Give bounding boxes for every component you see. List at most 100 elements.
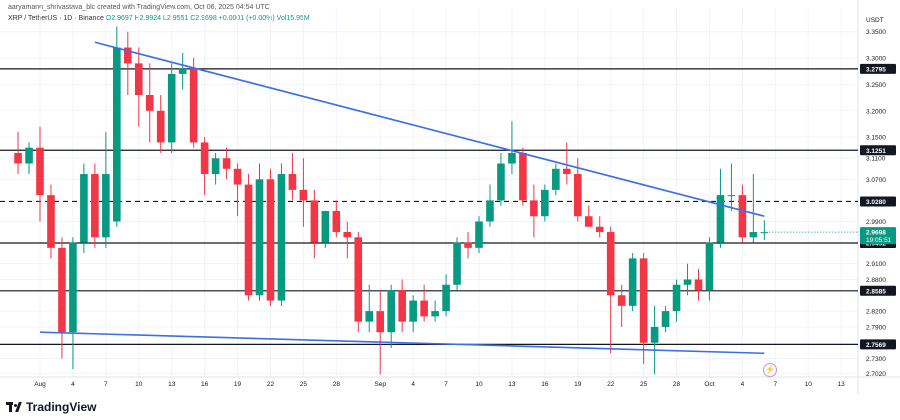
candle-body[interactable] bbox=[222, 158, 231, 169]
candle-body[interactable] bbox=[354, 237, 363, 322]
candle-body[interactable] bbox=[398, 290, 406, 322]
candle-body[interactable] bbox=[661, 311, 670, 327]
candle-body[interactable] bbox=[233, 168, 242, 185]
candle-body[interactable] bbox=[694, 279, 703, 291]
candle-body[interactable] bbox=[36, 147, 44, 196]
price-tick-label: 2.8200 bbox=[866, 309, 886, 316]
tradingview-logo: TradingView bbox=[6, 400, 96, 414]
candle-body[interactable] bbox=[113, 47, 121, 222]
candle-body[interactable] bbox=[387, 290, 395, 333]
candle-body[interactable] bbox=[464, 242, 472, 248]
logo-text: TradingView bbox=[26, 400, 97, 414]
time-tick-label: 19 bbox=[574, 381, 582, 388]
candle-body[interactable] bbox=[343, 232, 352, 238]
candle-body[interactable] bbox=[595, 226, 604, 233]
candle-body[interactable] bbox=[683, 279, 692, 285]
candle-body[interactable] bbox=[266, 179, 275, 301]
time-tick-label: 25 bbox=[640, 381, 648, 388]
candle-body[interactable] bbox=[519, 152, 527, 201]
price-tick-label: 3.1500 bbox=[866, 135, 886, 142]
price-level-badge bbox=[860, 63, 896, 74]
candle-body[interactable] bbox=[530, 200, 538, 217]
trendline[interactable] bbox=[94, 41, 765, 217]
time-tick-label: 13 bbox=[838, 381, 846, 388]
candle-body[interactable] bbox=[376, 311, 385, 333]
candle-body[interactable] bbox=[617, 295, 626, 306]
candle-body[interactable] bbox=[200, 142, 209, 175]
candle-body[interactable] bbox=[584, 216, 593, 227]
candle-body[interactable] bbox=[178, 68, 187, 74]
candle-body[interactable] bbox=[541, 189, 549, 217]
candle-body[interactable] bbox=[442, 284, 450, 312]
time-tick-label: 10 bbox=[805, 381, 813, 388]
price-level-badge bbox=[860, 285, 896, 296]
flash-icon[interactable]: ⚡ bbox=[763, 363, 777, 377]
candle-body[interactable] bbox=[738, 195, 747, 238]
time-tick-label: 10 bbox=[135, 381, 143, 388]
time-tick-label: 13 bbox=[508, 381, 516, 388]
candle-body[interactable] bbox=[310, 200, 319, 243]
price-level-badge bbox=[860, 196, 896, 207]
price-tick-label: 2.8800 bbox=[866, 277, 886, 284]
volume-value: Vol15.95M bbox=[276, 15, 310, 22]
candle-body[interactable] bbox=[552, 168, 560, 190]
candle-body[interactable] bbox=[650, 326, 659, 343]
candle-body[interactable] bbox=[288, 174, 297, 190]
candle-body[interactable] bbox=[299, 189, 308, 201]
candle-body[interactable] bbox=[563, 168, 571, 175]
candle-body[interactable] bbox=[672, 284, 681, 312]
time-tick-label: 4 bbox=[741, 381, 745, 388]
candle-body[interactable] bbox=[91, 174, 99, 238]
time-tick-label: 16 bbox=[201, 381, 209, 388]
candle-body[interactable] bbox=[156, 110, 165, 143]
candle-body[interactable] bbox=[47, 195, 55, 248]
candle-body[interactable] bbox=[277, 174, 286, 301]
currency-label: USDT bbox=[866, 17, 884, 24]
candle-body[interactable] bbox=[102, 174, 110, 238]
price-tick-label: 2.9900 bbox=[866, 219, 886, 226]
candle-body[interactable] bbox=[475, 221, 483, 248]
candle-body[interactable] bbox=[606, 232, 615, 296]
candle-body[interactable] bbox=[705, 242, 714, 291]
price-tick-label: 2.9100 bbox=[866, 261, 886, 268]
candle-body[interactable] bbox=[332, 210, 341, 233]
candle-body[interactable] bbox=[321, 210, 330, 243]
candle-body[interactable] bbox=[134, 63, 143, 95]
candle-body[interactable] bbox=[244, 184, 253, 296]
candle-body[interactable] bbox=[189, 68, 198, 143]
time-tick-label: Aug bbox=[34, 381, 46, 388]
candle-body[interactable] bbox=[497, 163, 505, 201]
candle-body[interactable] bbox=[124, 47, 132, 64]
candle-body[interactable] bbox=[25, 147, 33, 164]
time-tick-label: 16 bbox=[541, 381, 549, 388]
candle-body[interactable] bbox=[58, 247, 66, 333]
candle-body[interactable] bbox=[69, 242, 77, 333]
time-tick-label: 7 bbox=[444, 381, 448, 388]
symbol-label[interactable]: XRP / TetherUS · 1D · Binance bbox=[8, 15, 104, 22]
candle-body[interactable] bbox=[727, 195, 736, 197]
candle-body[interactable] bbox=[508, 152, 516, 164]
time-tick-label: 7 bbox=[104, 381, 108, 388]
candle-body[interactable] bbox=[431, 311, 439, 317]
candle-body[interactable] bbox=[760, 232, 769, 234]
candle-body[interactable] bbox=[80, 174, 88, 243]
candle-body[interactable] bbox=[365, 311, 374, 322]
candle-body[interactable] bbox=[211, 158, 220, 175]
candle-body[interactable] bbox=[14, 152, 22, 164]
candle-body[interactable] bbox=[628, 258, 637, 306]
candle-body[interactable] bbox=[420, 300, 428, 317]
candle-body[interactable] bbox=[716, 195, 725, 243]
trendline[interactable] bbox=[39, 331, 765, 355]
candle-body[interactable] bbox=[749, 232, 758, 238]
candle-body[interactable] bbox=[486, 200, 494, 222]
candle-body[interactable] bbox=[639, 258, 648, 343]
candle-body[interactable] bbox=[409, 300, 417, 322]
candle-body[interactable] bbox=[255, 179, 264, 296]
time-tick-label: 22 bbox=[267, 381, 275, 388]
candle-body[interactable] bbox=[453, 242, 461, 285]
chart-attribution: aaryamann_shrivastava_blc created with T… bbox=[8, 4, 270, 11]
candle-body[interactable] bbox=[167, 73, 176, 143]
candle-body[interactable] bbox=[573, 174, 582, 217]
candle-body[interactable] bbox=[145, 94, 154, 111]
